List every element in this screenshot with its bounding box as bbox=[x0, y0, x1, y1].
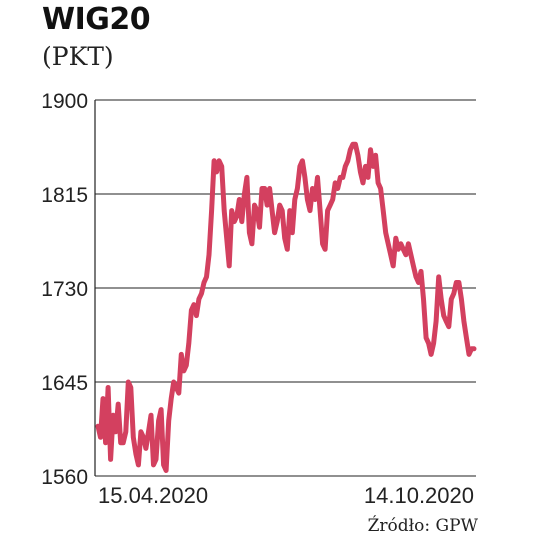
y-tick-labels: 1560 1645 1730 1815 1900 bbox=[41, 90, 88, 489]
chart-subtitle: (PKT) bbox=[42, 42, 114, 71]
y-tick-label-0: 1560 bbox=[41, 466, 88, 489]
y-tick-label-1: 1645 bbox=[41, 372, 88, 395]
y-tick-label-4: 1900 bbox=[41, 90, 88, 113]
x-tick-labels: 15.04.2020 14.10.2020 bbox=[98, 483, 474, 508]
y-tick-label-2: 1730 bbox=[41, 278, 88, 301]
x-tick-label-0: 15.04.2020 bbox=[98, 483, 208, 508]
series-group bbox=[95, 141, 477, 473]
chart-title: WIG20 bbox=[42, 2, 151, 37]
x-tick-label-1: 14.10.2020 bbox=[364, 483, 474, 508]
source-note: Źródło: GPW bbox=[367, 516, 478, 536]
gridlines bbox=[94, 99, 476, 477]
series-line-0 bbox=[95, 141, 477, 473]
y-tick-label-3: 1815 bbox=[41, 184, 88, 207]
